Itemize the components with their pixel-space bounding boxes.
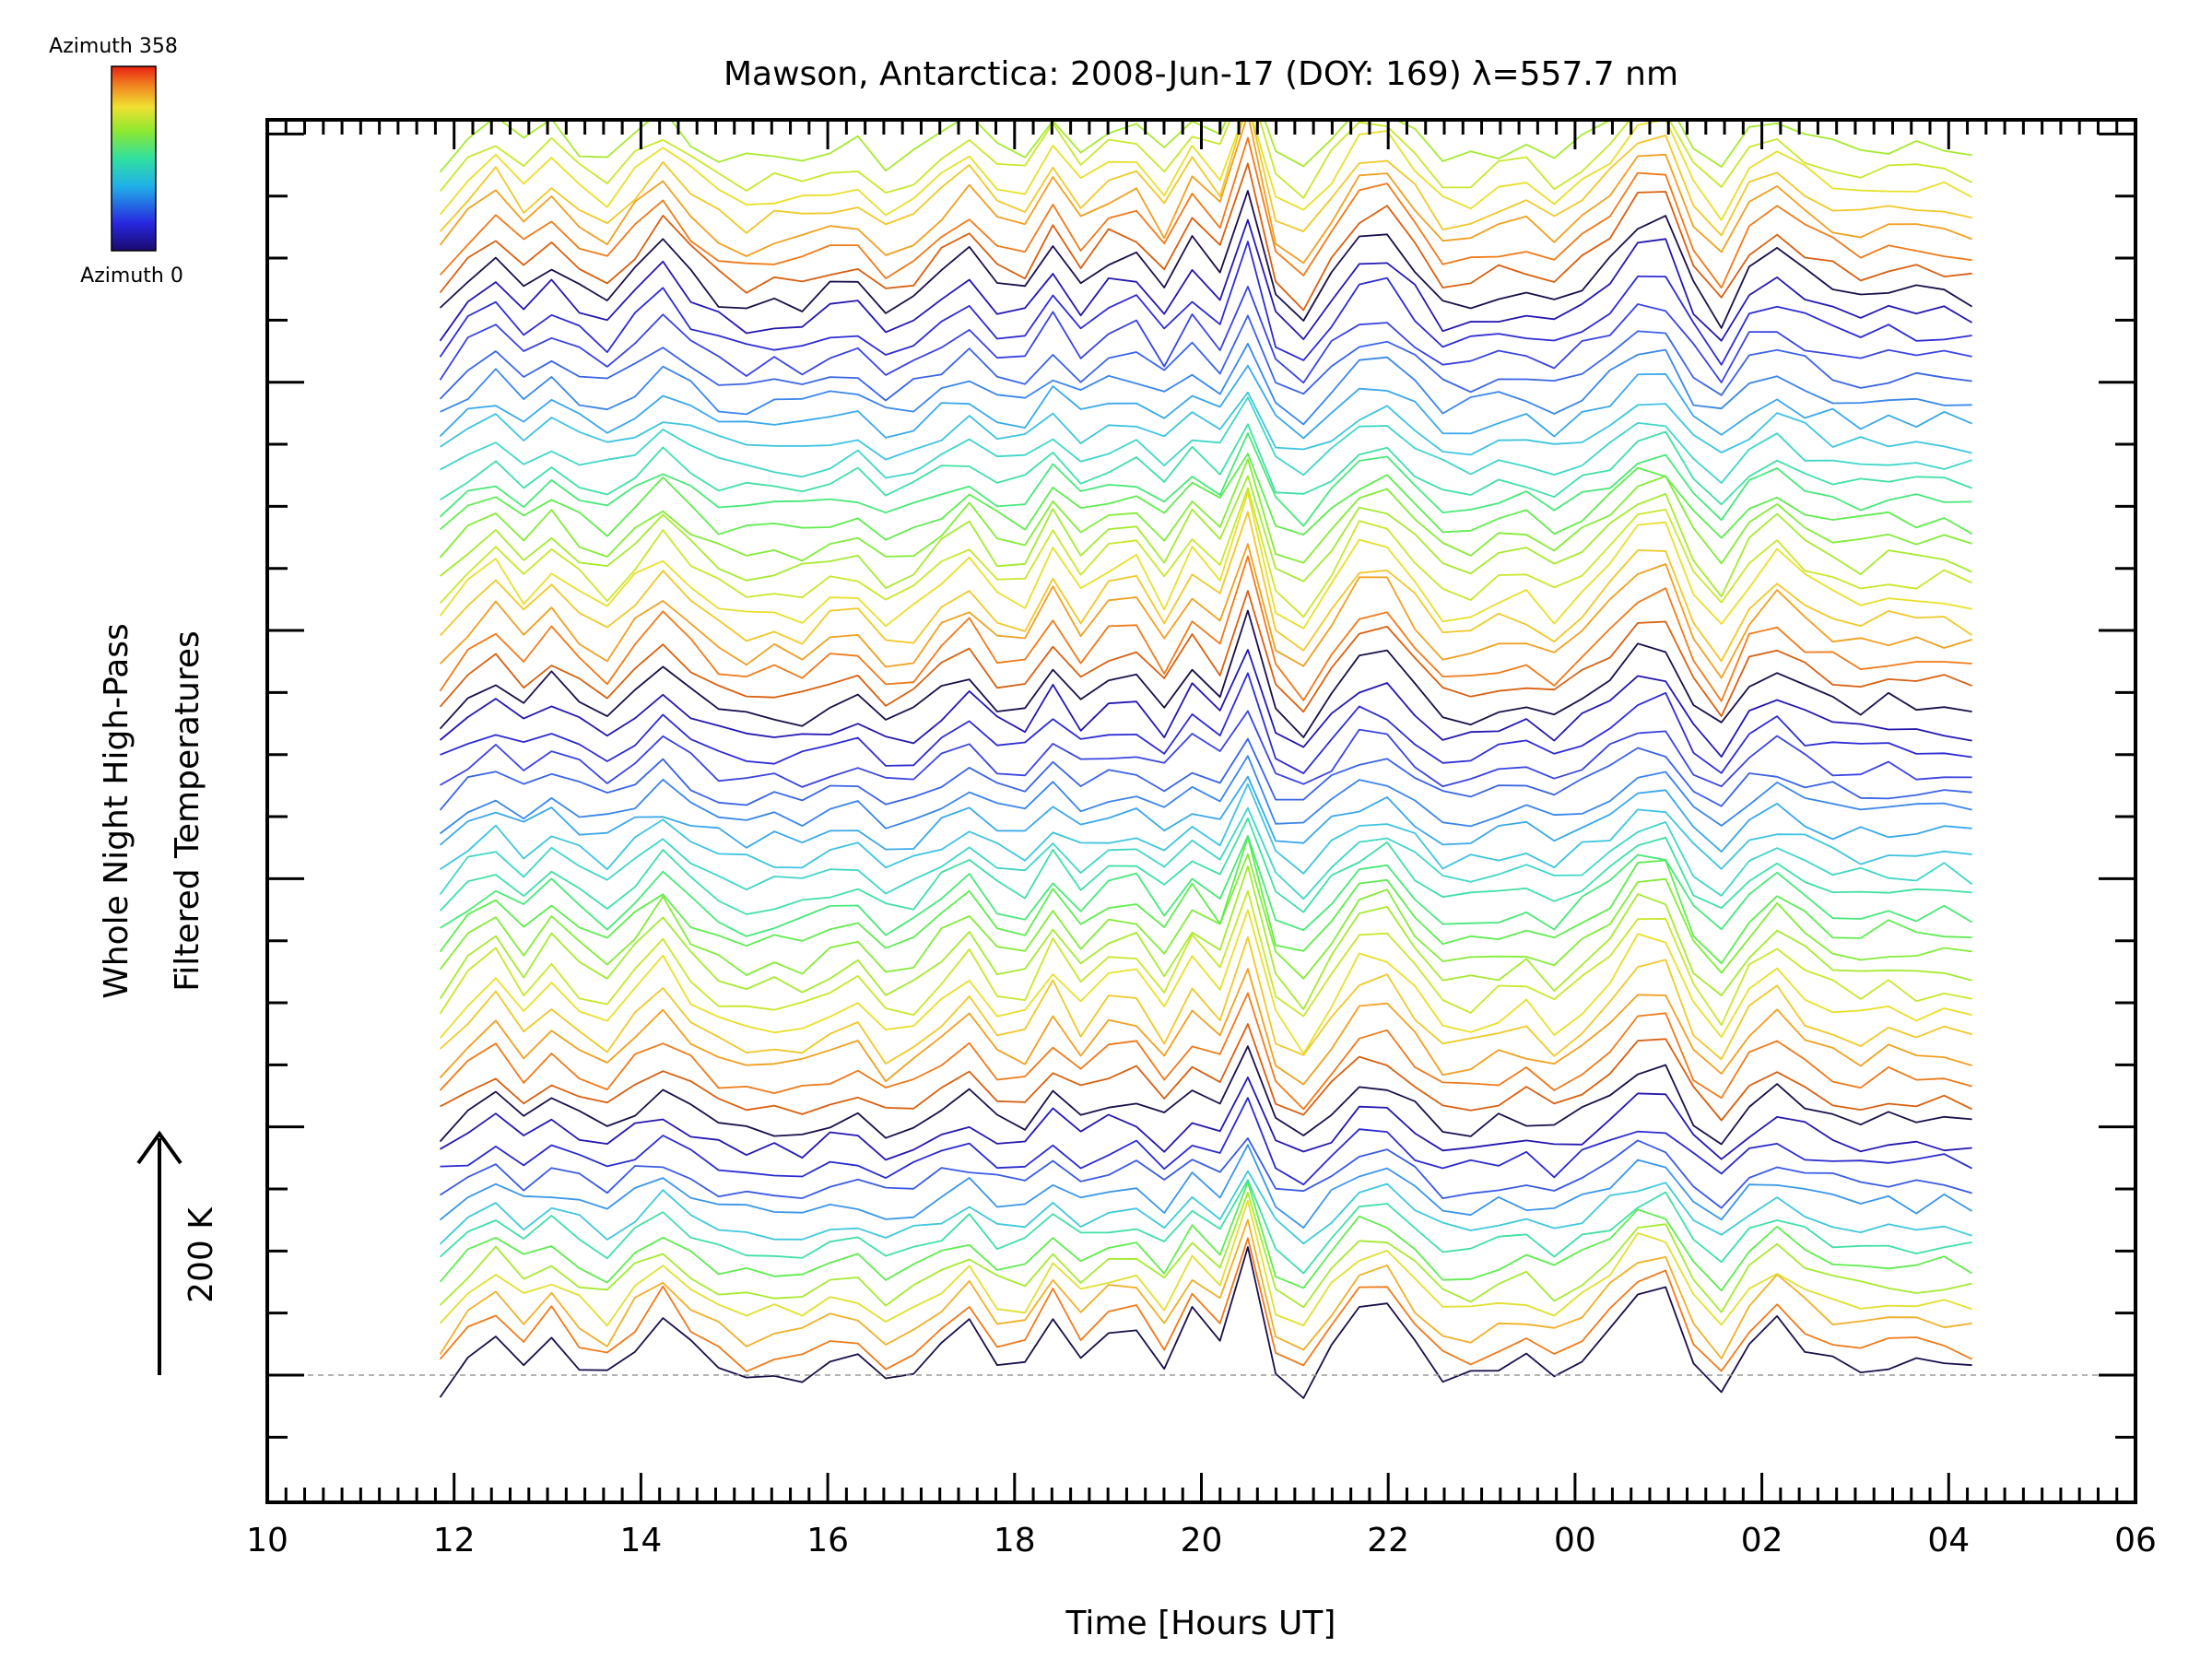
- azimuth-trace: [439, 475, 1972, 598]
- azimuth-trace: [439, 936, 1972, 1065]
- azimuth-trace: [439, 136, 1972, 289]
- azimuth-trace: [439, 432, 1972, 527]
- azimuth-trace: [439, 314, 1972, 402]
- azimuth-trace: [439, 555, 1972, 702]
- x-tick-label: 12: [433, 1522, 476, 1559]
- azimuth-trace: [440, 391, 1972, 461]
- x-tick-label: 02: [1741, 1522, 1783, 1559]
- azimuth-trace: [439, 1237, 1972, 1372]
- azimuth-trace: [439, 1181, 1973, 1292]
- azimuth-trace: [440, 1077, 1972, 1161]
- azimuth-trace: [439, 889, 1972, 1026]
- colorbar: [111, 65, 157, 252]
- azimuth-trace: [439, 543, 1972, 679]
- azimuth-trace: [439, 755, 1972, 835]
- azimuth-trace: [439, 836, 1972, 965]
- azimuth-trace: [439, 1179, 1972, 1275]
- azimuth-trace: [439, 806, 1973, 900]
- azimuth-trace: [439, 162, 1972, 312]
- azimuth-trace: [440, 423, 1972, 506]
- scale-arrow: [136, 1130, 182, 1375]
- azimuth-trace: [439, 286, 1972, 384]
- y-axis-label-line1: Whole Night High-Pass: [98, 623, 135, 999]
- azimuth-trace: [439, 1045, 1972, 1146]
- azimuth-trace: [440, 835, 1973, 937]
- azimuth-trace: [439, 453, 1973, 541]
- azimuth-trace: [440, 782, 1972, 875]
- x-tick-label: 06: [2114, 1522, 2157, 1559]
- axis-ticks: [267, 120, 2136, 1502]
- azimuth-trace: [439, 487, 1972, 618]
- azimuth-trace: [440, 1137, 1972, 1209]
- azimuth-trace: [440, 396, 1972, 484]
- x-tick-label: 20: [1181, 1522, 1223, 1559]
- chart-title: Mawson, Antarctica: 2008-Jun-17 (DOY: 16…: [724, 55, 1678, 93]
- x-tick-label: 18: [994, 1522, 1036, 1559]
- azimuth-trace: [440, 1023, 1972, 1122]
- azimuth-trace: [440, 342, 1972, 426]
- azimuth-trace: [439, 853, 1972, 980]
- colorbar-max-label: Azimuth 358: [49, 35, 178, 58]
- x-tick-label: 10: [246, 1522, 288, 1559]
- azimuth-trace: [439, 590, 1972, 717]
- x-tick-label: 00: [1554, 1522, 1596, 1559]
- x-axis-label: Time [Hours UT]: [1065, 1605, 1336, 1642]
- azimuth-trace: [439, 992, 1972, 1111]
- x-tick-label: 16: [806, 1522, 849, 1559]
- x-tick-label: 22: [1367, 1522, 1409, 1559]
- azimuth-trace: [439, 491, 1972, 629]
- x-tick-label: 14: [619, 1522, 662, 1559]
- azimuth-trace: [439, 865, 1972, 1010]
- series-group: [439, 120, 1973, 1399]
- azimuth-trace: [439, 120, 1972, 237]
- azimuth-trace: [439, 120, 1972, 265]
- x-tick-labels: 10 12 14 16 18 20 22 00 02 04 06: [246, 1522, 2157, 1559]
- azimuth-trace: [439, 120, 1973, 199]
- scale-label: 200 K: [182, 1206, 220, 1303]
- azimuth-trace: [439, 775, 1972, 853]
- azimuth-trace: [439, 1170, 1972, 1245]
- azimuth-trace: [439, 968, 1972, 1086]
- azimuth-trace: [439, 241, 1972, 366]
- azimuth-trace: [439, 1144, 1973, 1229]
- azimuth-trace: [439, 1200, 1972, 1327]
- azimuth-trace: [439, 1218, 1972, 1359]
- azimuth-trace: [439, 1246, 1972, 1399]
- azimuth-trace: [439, 218, 1973, 342]
- azimuth-trace: [439, 511, 1973, 663]
- azimuth-trace: [439, 364, 1972, 440]
- y-axis-label-line2: Filtered Temperatures: [169, 630, 206, 992]
- azimuth-trace: [439, 1192, 1972, 1313]
- azimuth-trace: [439, 737, 1972, 811]
- azimuth-trace: [439, 609, 1972, 738]
- azimuth-trace: [439, 458, 1972, 565]
- colorbar-min-label: Azimuth 0: [80, 265, 183, 288]
- azimuth-trace: [440, 1097, 1973, 1186]
- azimuth-trace: [440, 672, 1972, 774]
- azimuth-trace: [439, 120, 1973, 221]
- azimuth-trace: [440, 710, 1972, 788]
- azimuth-trace: [439, 649, 1972, 758]
- azimuth-trace: [439, 909, 1972, 1054]
- azimuth-trace: [439, 190, 1973, 329]
- x-tick-label: 04: [1927, 1522, 1970, 1559]
- azimuth-trace: [439, 818, 1972, 915]
- azimuth-trace: [439, 120, 1972, 173]
